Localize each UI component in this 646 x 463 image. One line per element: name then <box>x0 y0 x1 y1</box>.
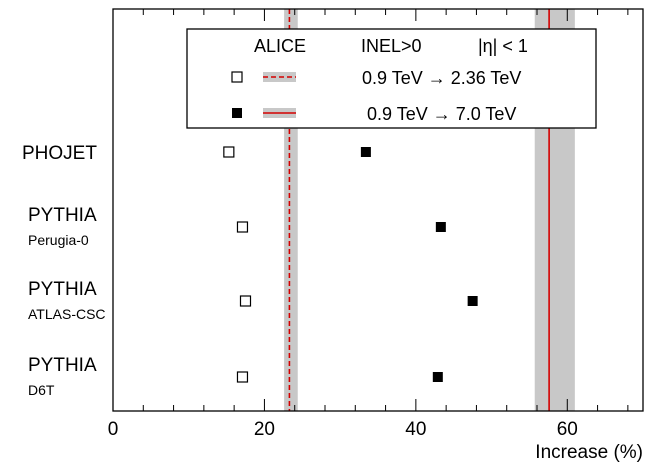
open-square-marker <box>239 295 252 307</box>
category-label: PYTHIA <box>28 205 97 226</box>
filled-square-marker <box>432 372 443 382</box>
filled-square-marker <box>360 147 371 157</box>
legend-entry-label: 0.9 TeV → 2.36 TeV <box>362 68 521 88</box>
axis-ticks <box>112 9 629 411</box>
open-square-marker <box>223 146 235 158</box>
data-markers <box>223 146 478 383</box>
category-sublabel: ATLAS-CSC <box>28 306 106 322</box>
category-sublabel: Perugia-0 <box>28 232 89 248</box>
legend-open-square-marker <box>231 71 243 83</box>
legend-eta-cut: |η| < 1 <box>478 36 528 56</box>
x-tick-labels: 0 20 40 60 <box>108 419 578 440</box>
legend-experiment: ALICE <box>254 36 306 56</box>
x-tick-label: 60 <box>557 419 578 440</box>
legend-filled-square-marker <box>232 108 242 118</box>
category-labels: PHOJET PYTHIA Perugia-0 PYTHIA ATLAS-CSC PYTH… <box>22 143 106 398</box>
plot-frame <box>112 8 644 412</box>
category-label: PYTHIA <box>28 279 97 300</box>
category-label: PHOJET <box>22 143 97 164</box>
x-tick-label: 0 <box>108 419 119 440</box>
legend-entry-label: 0.9 TeV → 7.0 TeV <box>367 104 516 124</box>
legend-entries: 0.9 TeV → 2.36 TeV 0.9 TeV → 7.0 TeV <box>231 68 521 124</box>
filled-square-marker <box>435 222 446 232</box>
legend: ALICE INEL>0 |η| < 1 0.9 TeV → 2.36 TeV0… <box>186 28 597 129</box>
x-tick-label: 20 <box>254 419 275 440</box>
open-square-marker <box>236 221 249 233</box>
legend-selection: INEL>0 <box>361 36 422 56</box>
x-axis-label: Increase (%) <box>535 442 643 463</box>
filled-square-marker <box>467 296 478 306</box>
x-tick-label: 40 <box>405 419 426 440</box>
open-square-marker <box>236 371 249 383</box>
legend-box <box>186 28 597 129</box>
category-label: PYTHIA <box>28 355 97 376</box>
category-sublabel: D6T <box>28 382 55 398</box>
